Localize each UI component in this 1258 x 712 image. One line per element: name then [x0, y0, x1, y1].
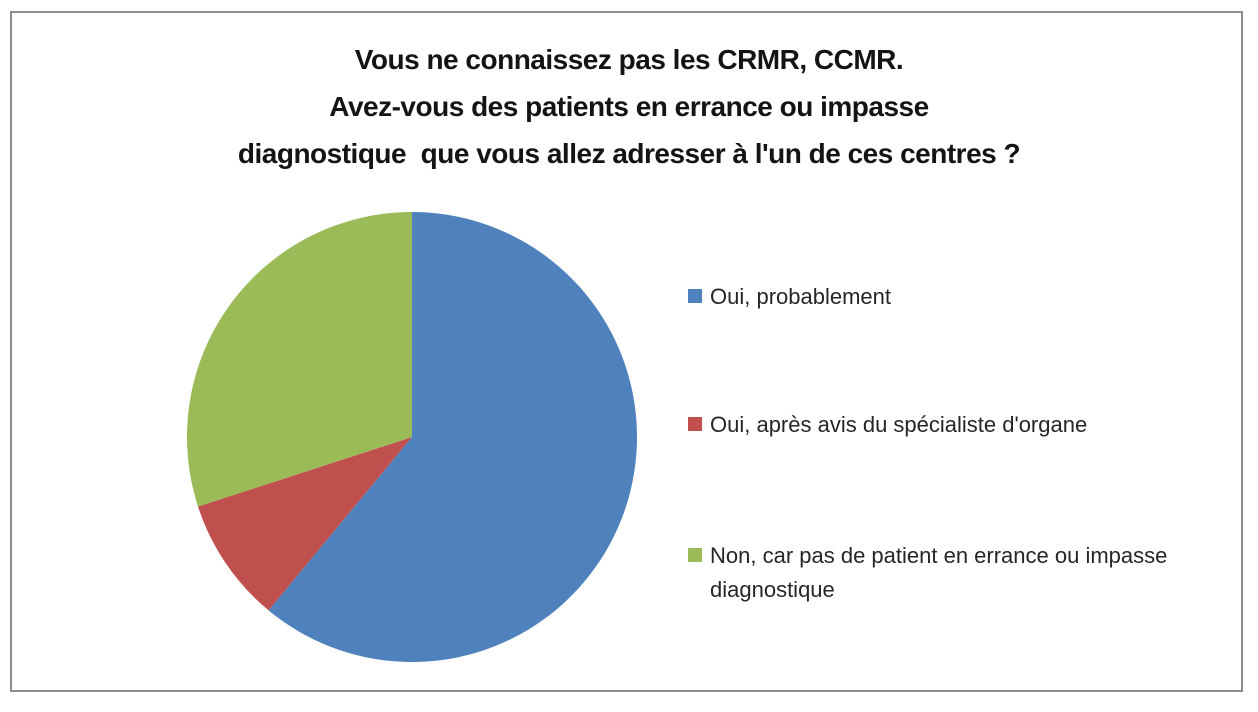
chart-title-line-2: Avez-vous des patients en errance ou imp… [329, 91, 929, 122]
chart-title-line-1: Vous ne connaissez pas les CRMR, CCMR. [354, 44, 904, 75]
chart-title: Vous ne connaissez pas les CRMR, CCMR. A… [0, 36, 1258, 177]
legend-item-oui-probablement: Oui, probablement [688, 280, 891, 314]
legend-marker-red-icon [688, 417, 702, 431]
legend-label-oui-probablement: Oui, probablement [710, 284, 891, 309]
pie-slice-1 [198, 437, 412, 611]
pie-plot-area [187, 212, 637, 662]
legend-label-non-pas-de-patient: Non, car pas de patient en errance ou im… [710, 543, 1168, 602]
chart-title-line-3: diagnostique que vous allez adresser à l… [237, 138, 1021, 169]
legend-item-oui-apres-avis: Oui, après avis du spécialiste d'organe [688, 408, 1087, 442]
legend-marker-green-icon [688, 548, 702, 562]
pie-chart [187, 212, 637, 662]
legend-item-non-pas-de-patient: Non, car pas de patient en errance ou im… [688, 539, 1168, 607]
legend-marker-blue-icon [688, 289, 702, 303]
legend-label-oui-apres-avis: Oui, après avis du spécialiste d'organe [710, 412, 1088, 437]
pie-slice-0 [268, 212, 637, 662]
pie-slice-2 [187, 212, 412, 507]
